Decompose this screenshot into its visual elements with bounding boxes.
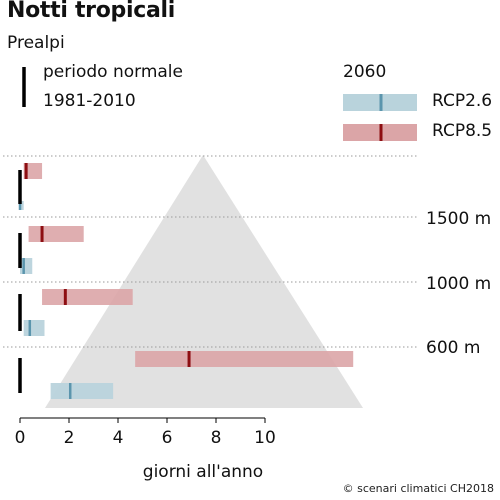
- x-tick-label: 10: [254, 428, 276, 448]
- rcp26-band: [20, 258, 33, 274]
- rcp26-band: [20, 201, 24, 210]
- x-tick-label: 6: [162, 428, 173, 448]
- x-axis-title: giorni all'anno: [143, 462, 263, 482]
- elevation-grid: [3, 155, 418, 348]
- elevation-label: 600 m: [426, 338, 480, 358]
- rcp85-band: [28, 226, 84, 242]
- x-tick-label: 2: [64, 428, 75, 448]
- chart-title: Notti tropicali: [7, 0, 175, 23]
- legend-rcp26-label: RCP2.6: [432, 91, 493, 111]
- x-tick-label: 0: [15, 428, 26, 448]
- rcp26-band: [23, 320, 45, 336]
- rcp85-band: [23, 163, 43, 179]
- x-axis: 0 2 4 6 8 10 giorni all'anno: [15, 417, 276, 482]
- credit-text: © scenari climatici CH2018: [342, 482, 494, 495]
- chart-subtitle: Prealpi: [7, 33, 65, 53]
- legend-normal-line1: periodo normale: [43, 62, 183, 82]
- legend-normal-line2: 1981-2010: [43, 91, 136, 111]
- elevation-labels: 1500 m 1000 m 600 m: [426, 209, 491, 358]
- legend-rcp85-label: RCP8.5: [432, 121, 493, 141]
- range-bars: [18, 163, 354, 399]
- x-tick-label: 4: [113, 428, 124, 448]
- rcp26-band: [50, 383, 114, 399]
- rcp85-band: [135, 351, 354, 367]
- legend-future-label: 2060: [343, 62, 387, 82]
- x-tick-label: 8: [211, 428, 222, 448]
- elevation-label: 1000 m: [426, 274, 491, 294]
- legend: [22, 67, 417, 141]
- elevation-label: 1500 m: [426, 209, 491, 229]
- rcp85-band: [42, 289, 133, 305]
